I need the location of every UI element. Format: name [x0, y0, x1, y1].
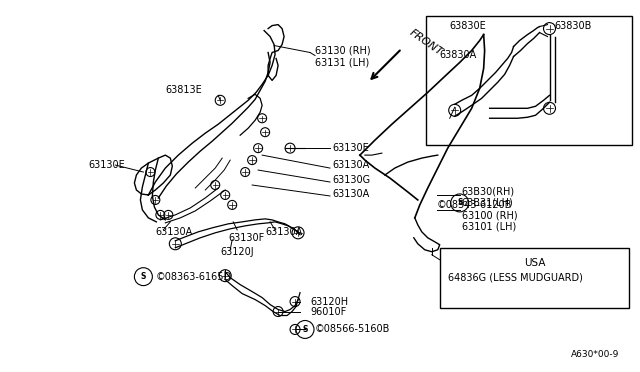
Text: ©08363-6165D: ©08363-6165D — [156, 272, 232, 282]
Text: 63130A: 63130A — [156, 227, 193, 237]
Text: 63130A: 63130A — [332, 160, 369, 170]
Text: 63100 (RH): 63100 (RH) — [461, 211, 517, 221]
Text: FRONT: FRONT — [408, 28, 445, 58]
Text: S: S — [141, 272, 146, 281]
Text: S: S — [302, 325, 308, 334]
Text: 63120H: 63120H — [310, 296, 348, 307]
Text: 63120J: 63120J — [220, 247, 254, 257]
Text: 63130G: 63130G — [332, 175, 370, 185]
Text: 63101 (LH): 63101 (LH) — [461, 222, 516, 232]
Text: 63130 (RH): 63130 (RH) — [315, 45, 371, 55]
Text: 63830A: 63830A — [440, 51, 477, 61]
Text: 63131 (LH): 63131 (LH) — [315, 57, 369, 67]
Text: 63130E: 63130E — [332, 143, 369, 153]
Text: 63B31(LH): 63B31(LH) — [461, 198, 513, 208]
Text: 64836G (LESS MUDGUARD): 64836G (LESS MUDGUARD) — [448, 273, 582, 283]
Text: 63830E: 63830E — [450, 20, 486, 31]
Text: 63130A: 63130A — [332, 189, 369, 199]
Text: ©08543-6120B: ©08543-6120B — [436, 200, 512, 210]
Text: ©08566-5160B: ©08566-5160B — [315, 324, 390, 334]
Text: 63813E: 63813E — [165, 85, 202, 95]
Text: 63B30(RH): 63B30(RH) — [461, 187, 515, 197]
Text: A630*00-9: A630*00-9 — [571, 350, 620, 359]
Text: USA: USA — [524, 258, 545, 268]
Text: 63130E: 63130E — [88, 160, 125, 170]
Text: 63830B: 63830B — [554, 20, 592, 31]
Bar — [426, 16, 632, 145]
Text: 63130F: 63130F — [228, 233, 264, 243]
Text: S: S — [457, 198, 462, 208]
Text: 96010F: 96010F — [310, 307, 346, 317]
Text: 63130A: 63130A — [265, 227, 302, 237]
Bar — [440, 248, 629, 308]
